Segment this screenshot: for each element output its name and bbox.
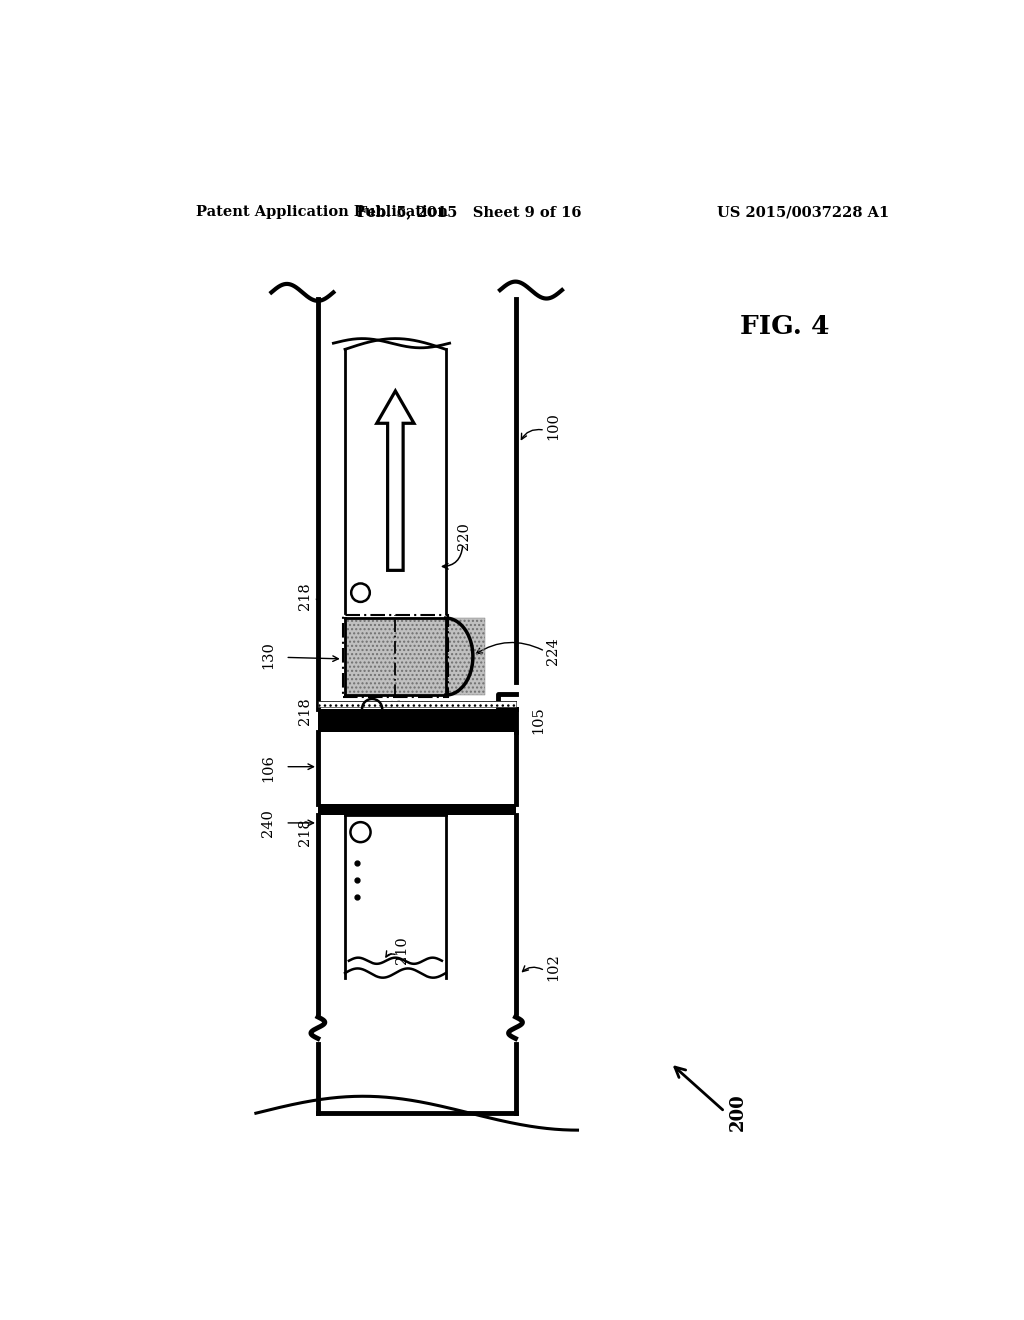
Text: 200: 200 [729,1093,746,1130]
Text: 212: 212 [389,697,403,725]
Text: 100: 100 [547,412,560,441]
Text: 218: 218 [298,818,311,846]
Text: 210: 210 [395,936,410,964]
Bar [343,615,449,697]
Bar [317,709,515,733]
Text: 240: 240 [261,809,275,837]
Text: 224: 224 [547,638,560,665]
Text: 102: 102 [547,953,560,981]
Bar [345,618,484,696]
Bar [345,618,484,696]
Bar [317,701,515,708]
Text: 218: 218 [298,697,311,725]
Bar [317,804,515,816]
Text: 130: 130 [261,642,275,669]
Text: US 2015/0037228 A1: US 2015/0037228 A1 [717,206,889,219]
Text: Patent Application Publication: Patent Application Publication [197,206,449,219]
FancyArrow shape [377,391,414,570]
Text: 106: 106 [261,754,275,783]
Text: 105: 105 [531,706,545,734]
Text: 218: 218 [298,582,311,610]
Text: Feb. 5, 2015   Sheet 9 of 16: Feb. 5, 2015 Sheet 9 of 16 [356,206,582,219]
Text: 220: 220 [458,521,471,549]
Text: FIG. 4: FIG. 4 [740,314,829,339]
